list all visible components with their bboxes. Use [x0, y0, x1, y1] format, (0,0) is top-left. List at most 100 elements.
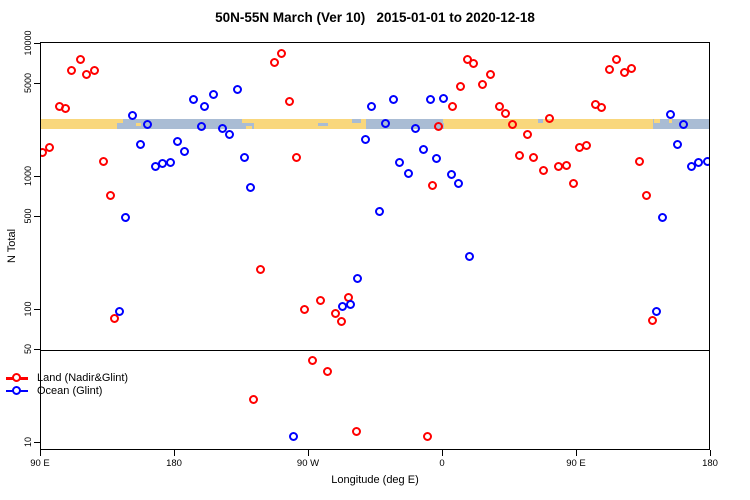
land-ocean-strip-speckle	[317, 122, 329, 126]
y-axis-title: N Total	[6, 228, 18, 264]
data-point-ocean	[360, 135, 370, 145]
data-point-land	[545, 114, 555, 124]
data-point-ocean	[366, 101, 376, 111]
data-point-land	[277, 49, 287, 59]
data-point-ocean	[196, 121, 206, 131]
data-point-ocean	[232, 85, 242, 95]
y-axis-tick-label: 500	[23, 208, 33, 224]
data-point-land	[336, 317, 346, 327]
data-point-ocean	[225, 130, 235, 140]
data-point-land	[597, 103, 607, 113]
x-axis-tick-label: 0	[439, 458, 445, 469]
x-axis-tick	[442, 450, 444, 456]
data-point-land	[98, 156, 108, 166]
data-point-ocean	[172, 136, 182, 146]
data-point-ocean	[208, 90, 218, 100]
data-point-land	[433, 122, 443, 132]
data-point-land	[76, 55, 86, 65]
data-point-ocean	[353, 274, 363, 284]
data-point-land	[67, 65, 77, 75]
land-ocean-strip-speckle	[443, 119, 449, 123]
data-point-land	[110, 314, 120, 324]
y-axis-tick-label: 1000	[23, 166, 33, 187]
x-axis-tick	[308, 450, 310, 456]
data-point-ocean	[345, 299, 355, 309]
land-ocean-strip-speckle	[353, 125, 359, 130]
data-point-ocean	[403, 169, 413, 179]
data-point-ocean	[411, 124, 421, 134]
data-point-land	[256, 264, 266, 274]
data-point-ocean	[673, 140, 683, 150]
data-point-land	[248, 394, 258, 404]
x-axis-tick	[40, 450, 42, 456]
y-axis-tick-label: 10000	[23, 30, 33, 56]
data-point-land	[61, 104, 71, 114]
x-axis-tick-label: 90 W	[296, 458, 320, 469]
data-point-ocean	[679, 120, 689, 130]
y-axis-tick-label: 100	[23, 301, 33, 317]
legend: Land (Nadir&Glint) Ocean (Glint)	[6, 372, 128, 397]
data-point-ocean	[128, 110, 138, 120]
data-point-land	[41, 148, 47, 158]
legend-item-land: Land (Nadir&Glint)	[6, 372, 128, 385]
y-axis-tick	[34, 348, 40, 351]
data-point-land	[507, 119, 517, 129]
y-axis-tick	[34, 43, 40, 45]
data-point-ocean	[388, 94, 398, 104]
land-ocean-strip-speckle	[352, 119, 362, 123]
land-ocean-strip-speckle	[136, 122, 141, 126]
data-point-ocean	[432, 153, 442, 163]
data-point-ocean	[703, 156, 709, 166]
data-point-land	[299, 305, 309, 315]
data-point-ocean	[665, 109, 675, 119]
land-ocean-strip-speckle	[242, 119, 254, 123]
data-point-ocean	[658, 213, 668, 223]
data-point-land	[330, 309, 340, 319]
ocean-series-marker-icon	[6, 385, 28, 396]
data-point-ocean	[189, 95, 199, 105]
land-ocean-strip-segment	[116, 119, 254, 130]
data-point-land	[634, 156, 644, 166]
x-axis-tick	[576, 450, 578, 456]
plot-area	[40, 42, 710, 450]
data-point-land	[539, 166, 549, 176]
data-point-ocean	[217, 124, 227, 134]
data-point-land	[423, 432, 433, 442]
y-axis-tick	[34, 441, 40, 443]
data-point-land	[604, 65, 614, 75]
data-point-ocean	[143, 120, 153, 130]
data-point-land	[494, 101, 504, 111]
data-point-land	[44, 143, 54, 153]
land-ocean-strip-speckle	[538, 119, 543, 123]
data-point-land	[569, 178, 579, 188]
land-ocean-strip-speckle	[246, 125, 253, 130]
data-point-land	[641, 191, 651, 201]
data-point-ocean	[239, 152, 249, 162]
data-point-ocean	[439, 93, 449, 103]
data-point-land	[292, 152, 302, 162]
data-point-land	[515, 150, 525, 160]
data-point-ocean	[114, 307, 124, 317]
land-ocean-strip-segment	[365, 119, 445, 130]
data-point-land	[500, 108, 510, 118]
y-axis-tick	[34, 308, 40, 311]
land-ocean-strip-speckle	[669, 119, 673, 123]
data-point-ocean	[446, 170, 456, 180]
data-point-land	[561, 161, 571, 171]
data-point-ocean	[180, 147, 190, 157]
x-axis-tick	[174, 450, 176, 456]
data-point-land	[315, 296, 325, 306]
data-point-ocean	[694, 158, 704, 168]
legend-label-land: Land (Nadir&Glint)	[37, 372, 129, 385]
data-point-ocean	[165, 157, 175, 167]
data-point-land	[478, 80, 488, 90]
data-point-land	[522, 129, 532, 139]
data-point-land	[619, 68, 629, 78]
data-point-ocean	[120, 213, 130, 223]
x-axis-title: Longitude (deg E)	[331, 474, 419, 486]
data-point-land	[82, 69, 92, 79]
data-point-land	[448, 101, 458, 111]
land-ocean-strip-speckle	[654, 119, 661, 123]
y-axis-tick-label: 5000	[23, 73, 33, 94]
